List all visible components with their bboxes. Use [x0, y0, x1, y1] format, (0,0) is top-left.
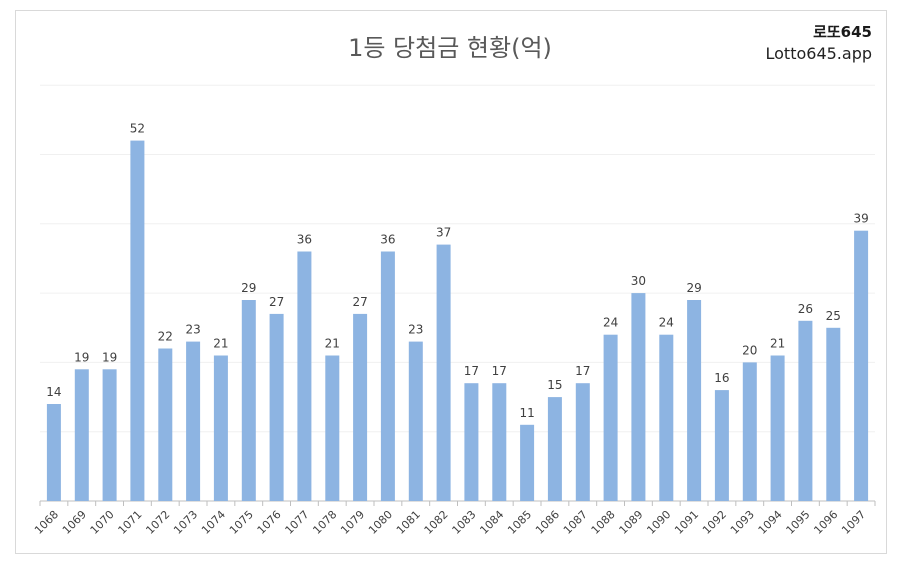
bar-1074 — [213, 355, 228, 501]
data-label-1075: 29 — [241, 281, 256, 295]
data-label-1070: 19 — [102, 350, 117, 364]
data-label-1095: 26 — [798, 302, 813, 316]
data-label-1074: 21 — [213, 337, 228, 351]
bar-1070 — [102, 369, 117, 501]
bar-1078 — [325, 355, 340, 501]
x-tick-label-1097: 1097 — [839, 508, 868, 537]
bar-1072 — [158, 348, 173, 501]
data-label-1084: 17 — [492, 364, 507, 378]
data-label-1082: 37 — [436, 226, 451, 240]
x-tick-label-1092: 1092 — [700, 508, 729, 537]
bar-1095 — [798, 320, 813, 501]
data-label-1085: 11 — [519, 406, 534, 420]
x-tick-label-1087: 1087 — [561, 508, 590, 537]
bar-1094 — [770, 355, 785, 501]
data-label-1096: 25 — [826, 309, 841, 323]
x-tick-label-1077: 1077 — [283, 508, 312, 537]
bar-1093 — [742, 362, 757, 501]
bar-1086 — [547, 397, 562, 501]
data-label-1073: 23 — [185, 323, 200, 337]
data-label-1091: 29 — [686, 281, 701, 295]
x-tick-label-1074: 1074 — [199, 508, 228, 537]
data-label-1093: 20 — [742, 343, 757, 357]
bar-1077 — [297, 251, 312, 501]
data-label-1079: 27 — [352, 295, 367, 309]
brand-url: Lotto645.app — [765, 44, 873, 63]
x-tick-label-1076: 1076 — [255, 508, 284, 537]
data-label-1092: 16 — [714, 371, 729, 385]
bar-1092 — [714, 390, 729, 501]
bar-1082 — [436, 244, 451, 501]
x-tick-label-1093: 1093 — [728, 508, 757, 537]
x-tick-label-1068: 1068 — [32, 508, 61, 537]
bar-1076 — [269, 313, 284, 501]
x-tick-label-1072: 1072 — [143, 508, 172, 537]
x-tick-label-1095: 1095 — [784, 508, 813, 537]
chart-title: 1등 당첨금 현황(억) — [348, 34, 552, 62]
bar-1071 — [130, 140, 145, 501]
bar-1083 — [464, 383, 479, 501]
x-tick-label-1071: 1071 — [116, 508, 145, 537]
bar-1091 — [687, 300, 702, 501]
data-label-1097: 39 — [853, 212, 868, 226]
bar-1069 — [74, 369, 89, 501]
data-label-1094: 21 — [770, 337, 785, 351]
data-label-1069: 19 — [74, 350, 89, 364]
data-label-1090: 24 — [659, 316, 674, 330]
x-tick-label-1085: 1085 — [505, 508, 534, 537]
brand-name: 로또645 — [813, 23, 872, 41]
data-label-1087: 17 — [575, 364, 590, 378]
x-tick-label-1073: 1073 — [171, 508, 200, 537]
x-tick-label-1084: 1084 — [477, 508, 506, 537]
data-label-1086: 15 — [547, 378, 562, 392]
x-tick-label-1069: 1069 — [60, 508, 89, 537]
bar-1096 — [826, 327, 841, 502]
data-label-1071: 52 — [130, 122, 145, 136]
bar-1088 — [603, 334, 618, 501]
bar-1068 — [46, 404, 61, 501]
x-tick-label-1094: 1094 — [756, 508, 785, 537]
x-tick-label-1088: 1088 — [589, 508, 618, 537]
x-tick-label-1083: 1083 — [450, 508, 479, 537]
data-label-1088: 24 — [603, 316, 618, 330]
x-tick-label-1090: 1090 — [644, 508, 673, 537]
x-tick-label-1079: 1079 — [338, 508, 367, 537]
data-label-1072: 22 — [158, 330, 173, 344]
x-tick-label-1082: 1082 — [422, 508, 451, 537]
bar-1085 — [520, 424, 535, 501]
x-tick-label-1086: 1086 — [533, 508, 562, 537]
bar-1079 — [353, 313, 368, 501]
x-tick-label-1070: 1070 — [88, 508, 117, 537]
bar-1075 — [241, 300, 256, 501]
bar-1097 — [854, 230, 869, 501]
x-tick-label-1096: 1096 — [811, 508, 840, 537]
bar-1073 — [186, 341, 201, 501]
data-label-1077: 36 — [297, 233, 312, 247]
bar-1090 — [659, 334, 674, 501]
data-label-1081: 23 — [408, 323, 423, 337]
data-label-1076: 27 — [269, 295, 284, 309]
data-label-1083: 17 — [464, 364, 479, 378]
x-tick-label-1081: 1081 — [394, 508, 423, 537]
data-label-1078: 21 — [325, 337, 340, 351]
bar-1084 — [492, 383, 507, 501]
x-tick-label-1089: 1089 — [617, 508, 646, 537]
bar-1089 — [631, 293, 646, 501]
x-tick-label-1091: 1091 — [672, 508, 701, 537]
data-label-1068: 14 — [46, 385, 61, 399]
data-label-1089: 30 — [631, 274, 646, 288]
brand-watermark: 로또645 Lotto645.app — [766, 22, 873, 66]
bar-1087 — [575, 383, 590, 501]
data-label-1080: 36 — [380, 233, 395, 247]
x-tick-label-1075: 1075 — [227, 508, 256, 537]
bar-1080 — [380, 251, 395, 501]
x-tick-label-1080: 1080 — [366, 508, 395, 537]
bar-1081 — [408, 341, 423, 501]
x-tick-label-1078: 1078 — [310, 508, 339, 537]
